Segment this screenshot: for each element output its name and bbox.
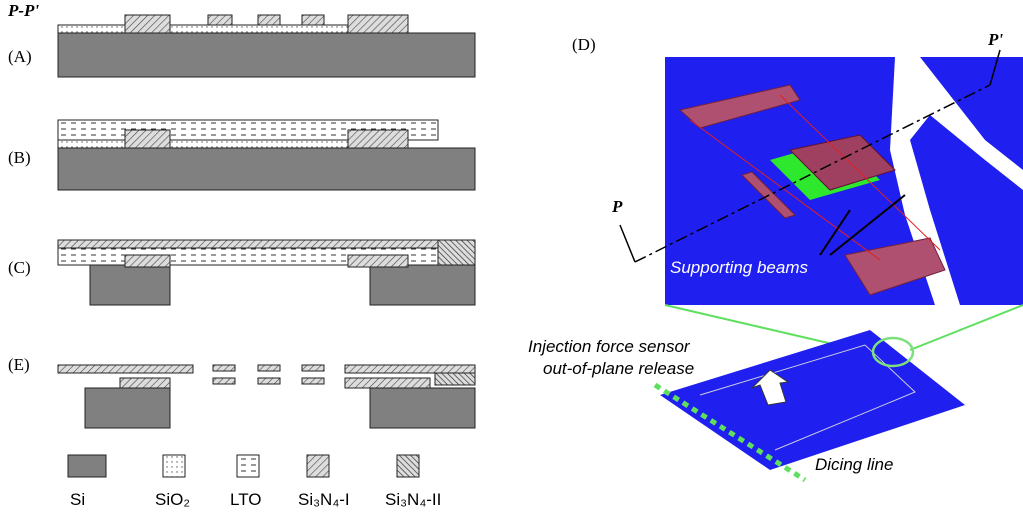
panel-label: (E): [8, 355, 30, 374]
panel-label: (D): [572, 35, 596, 54]
beams-label: Supporting beams: [670, 258, 808, 277]
panel-label: (C): [8, 258, 31, 277]
figure: P-P' (A) (B) (C) (E) Si SiO₂ LTO Si₃N₄-I…: [0, 0, 1023, 518]
legend-label: LTO: [230, 490, 262, 509]
sensor-label: out-of-plane release: [543, 359, 694, 378]
panel-label: (B): [8, 148, 31, 167]
section-label: P-P': [7, 1, 39, 20]
legend-label: SiO₂: [155, 490, 190, 509]
legend-label: Si₃N₄-I: [298, 490, 350, 509]
device-image: [655, 305, 1023, 480]
legend-label: Si₃N₄-II: [385, 490, 441, 509]
p-label: P: [611, 197, 623, 216]
panel-label: (A): [8, 47, 32, 66]
legend-label: Si: [70, 490, 85, 509]
p-prime-label: P': [987, 30, 1003, 49]
dicing-label: Dicing line: [815, 455, 893, 474]
sensor-label: Injection force sensor: [528, 337, 691, 356]
cross-sections: [58, 15, 475, 477]
